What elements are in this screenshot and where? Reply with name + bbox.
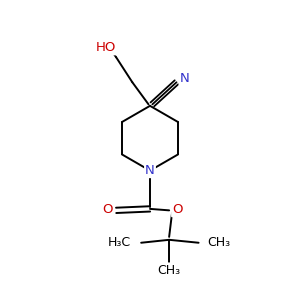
Text: N: N	[180, 72, 189, 85]
Text: CH₃: CH₃	[207, 236, 230, 249]
Text: O: O	[102, 203, 112, 216]
Text: HO: HO	[96, 41, 117, 54]
Text: N: N	[145, 164, 155, 177]
Text: O: O	[172, 203, 183, 216]
Text: H₃C: H₃C	[108, 236, 131, 249]
Text: CH₃: CH₃	[158, 264, 181, 277]
